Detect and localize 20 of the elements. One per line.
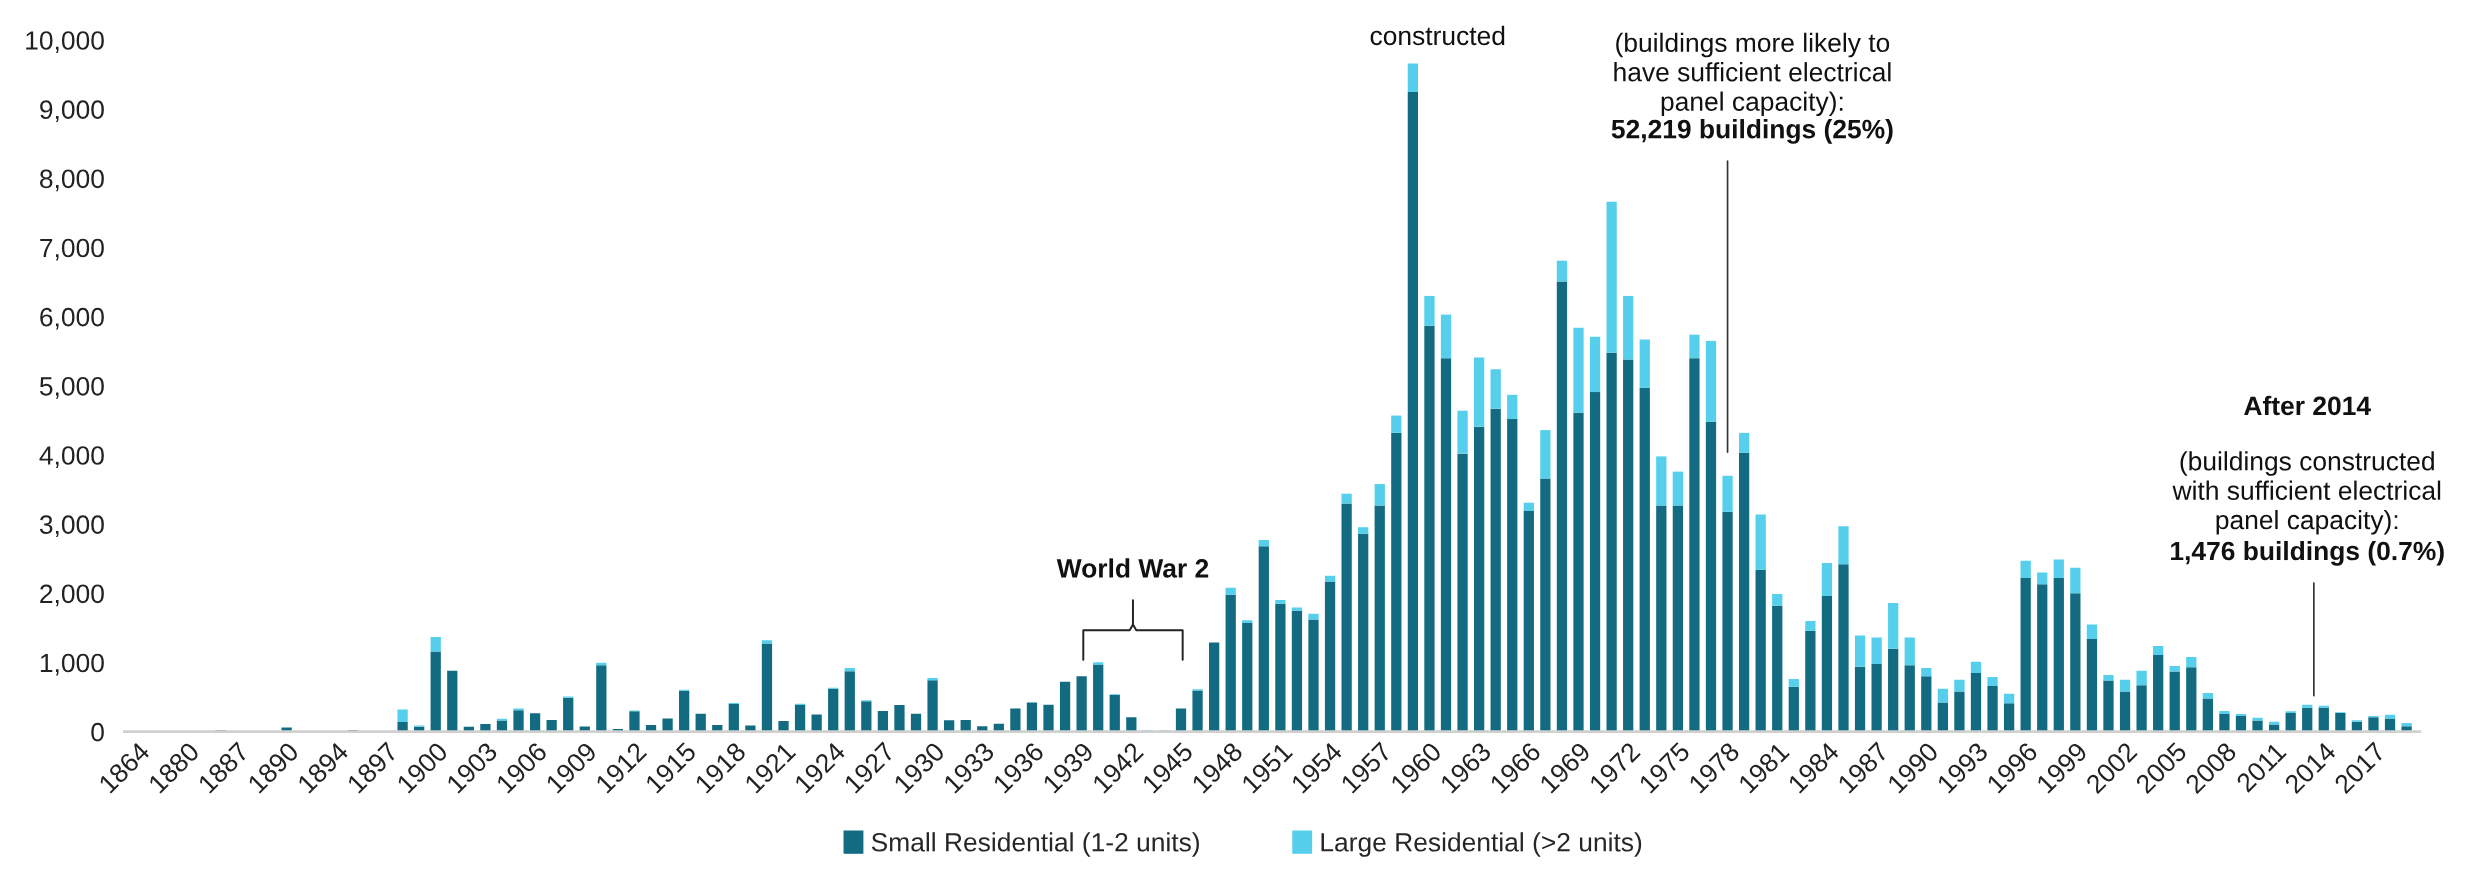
annotation: constructed [1370,25,1505,46]
y-tick-label: 3,000 [39,515,104,538]
annotation: After 2014 [2244,395,2371,416]
y-tick-label: 5,000 [39,376,104,399]
y-tick-label: 1,000 [40,653,104,676]
y-tick-label: 6,000 [40,307,104,330]
y-tick-label: 7,000 [40,238,104,261]
legend-label: Large Residential (>2 units) [1321,832,1642,857]
legend-label: Small Residential (1-2 units) [871,832,1199,857]
y-tick-label: 2,000 [40,584,104,607]
annotation: (buildings more likely to have sufficient electrical panel capacity): [1614,32,1891,117]
y-tick-label: 10,000 [26,31,104,53]
y-tick-label: 8,000 [40,169,104,192]
annotation: World War 2 [1056,558,1209,578]
y-tick-label: 4,000 [39,446,104,468]
y-tick-label: 0 [91,722,104,742]
annotation: 1,476 buildings (0.7%) [2171,540,2444,566]
annotation: 52,219 buildings (25%) [1611,119,1893,144]
y-tick-label: 9,000 [40,100,104,123]
annotation: (buildings constructed with sufficient electrical panel capacity): [2172,451,2441,535]
